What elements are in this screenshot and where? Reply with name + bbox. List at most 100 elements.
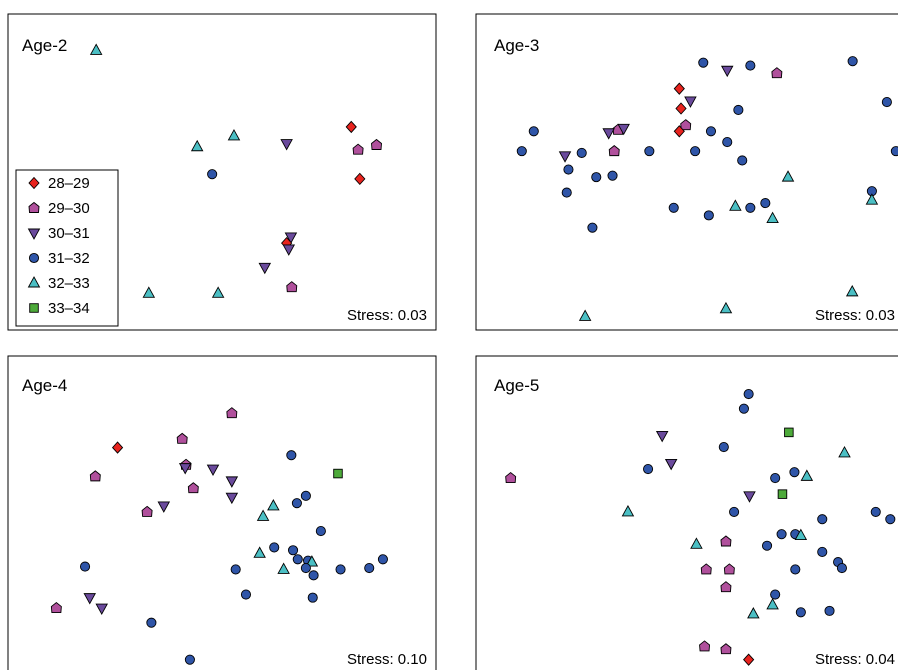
- data-point-circle: [377, 554, 388, 565]
- data-point-triangle-up: [211, 286, 225, 298]
- data-point-pentagon: [371, 138, 382, 150]
- data-point-circle: [207, 169, 218, 180]
- data-point-circle: [286, 450, 297, 461]
- data-point-circle: [146, 617, 157, 628]
- data-point-triangle-up: [142, 286, 156, 298]
- data-point-circle: [561, 187, 572, 198]
- data-point-triangle-up: [865, 193, 879, 205]
- data-point-circle: [705, 126, 717, 137]
- panel-age-2: Age-2 Stress: 0.03: [7, 13, 437, 331]
- legend-label: 32–33: [48, 275, 90, 292]
- data-point-circle: [576, 147, 587, 158]
- data-point-triangle-up: [256, 509, 270, 521]
- data-point-circle: [563, 164, 574, 175]
- data-point-circle: [718, 441, 729, 453]
- data-point-diamond: [354, 172, 366, 186]
- data-point-triangle-up: [690, 537, 703, 549]
- data-point-circle: [738, 403, 749, 414]
- legend-marker-pentagon-icon: [28, 201, 40, 213]
- data-point-pentagon: [141, 505, 153, 517]
- data-point-triangle-up: [766, 211, 779, 224]
- legend-label: 33–34: [48, 300, 90, 317]
- data-point-circle: [516, 146, 527, 157]
- data-point-circle: [745, 202, 756, 213]
- data-point-circle: [795, 607, 806, 618]
- legend-label: 28–29: [48, 175, 90, 192]
- data-point-circle: [315, 526, 326, 537]
- data-point-circle: [703, 210, 714, 221]
- data-point-pentagon: [608, 145, 620, 157]
- panel-title: Age-4: [22, 376, 67, 395]
- data-point-pentagon: [50, 601, 62, 614]
- data-point-circle: [528, 126, 539, 137]
- data-point-square: [777, 489, 788, 499]
- stress-label: Stress: 0.04: [815, 651, 895, 668]
- data-point-circle: [737, 155, 748, 166]
- data-point-circle: [240, 589, 252, 600]
- data-point-triangle-up: [838, 446, 851, 458]
- legend-marker-triangle-up-icon: [27, 276, 41, 288]
- data-point-circle: [607, 170, 618, 181]
- data-point-triangle-down: [282, 244, 296, 256]
- data-point-circle: [881, 97, 892, 108]
- data-point-circle: [364, 562, 375, 574]
- data-point-circle: [760, 198, 771, 209]
- data-point-pentagon: [723, 563, 735, 575]
- points-layer: [516, 56, 898, 321]
- data-point-triangle-down: [178, 463, 192, 475]
- data-point-triangle-down: [684, 96, 697, 108]
- legend-marker-square-icon: [29, 303, 39, 313]
- data-point-square: [333, 468, 343, 479]
- data-point-circle: [770, 473, 781, 484]
- data-point-circle: [817, 546, 828, 557]
- data-point-triangle-down: [720, 65, 734, 78]
- data-point-triangle-down: [655, 431, 669, 443]
- data-point-circle: [269, 542, 280, 553]
- data-point-triangle-up: [747, 607, 760, 619]
- data-point-triangle-down: [602, 128, 615, 140]
- legend-frame: [15, 169, 119, 327]
- data-point-circle: [643, 463, 654, 475]
- stress-label: Stress: 0.03: [815, 307, 895, 324]
- data-point-circle: [745, 60, 756, 71]
- data-point-circle: [776, 529, 787, 540]
- data-point-circle: [300, 490, 311, 501]
- data-point-triangle-up: [89, 43, 103, 55]
- data-point-diamond: [673, 82, 685, 95]
- data-point-circle: [890, 146, 898, 157]
- data-point-triangle-down: [225, 492, 239, 505]
- data-point-circle: [644, 146, 655, 157]
- data-point-circle: [591, 172, 602, 183]
- data-point-triangle-up: [719, 301, 733, 314]
- stress-label: Stress: 0.03: [347, 307, 427, 324]
- stress-label: Stress: 0.10: [347, 651, 427, 668]
- points-layer: [89, 43, 382, 298]
- data-point-diamond: [673, 125, 685, 138]
- data-point-triangle-down: [206, 464, 220, 476]
- points-layer: [505, 388, 896, 666]
- data-point-pentagon: [699, 640, 711, 652]
- panel-frame: [7, 13, 437, 331]
- legend: 28–29 29–30 30–31 31–32 32–33 33–34: [15, 169, 119, 327]
- data-point-circle: [300, 562, 311, 574]
- data-point-circle: [292, 554, 303, 565]
- legend-label: 31–32: [48, 250, 90, 267]
- data-point-triangle-up: [305, 555, 319, 567]
- data-point-pentagon: [720, 643, 732, 655]
- legend-label: 29–30: [48, 200, 90, 217]
- data-point-circle: [790, 564, 801, 575]
- data-point-circle: [729, 506, 740, 517]
- data-point-triangle-down: [284, 232, 298, 244]
- data-point-triangle-up: [781, 170, 795, 182]
- data-point-pentagon: [352, 143, 364, 155]
- data-point-circle: [789, 467, 800, 478]
- data-point-circle: [184, 654, 195, 665]
- data-point-circle: [847, 56, 858, 67]
- data-point-circle: [307, 592, 318, 603]
- data-point-triangle-down: [743, 491, 756, 503]
- data-point-circle: [230, 564, 241, 575]
- panel-frame: [475, 355, 898, 670]
- data-point-diamond: [345, 120, 357, 134]
- data-point-diamond: [111, 441, 124, 454]
